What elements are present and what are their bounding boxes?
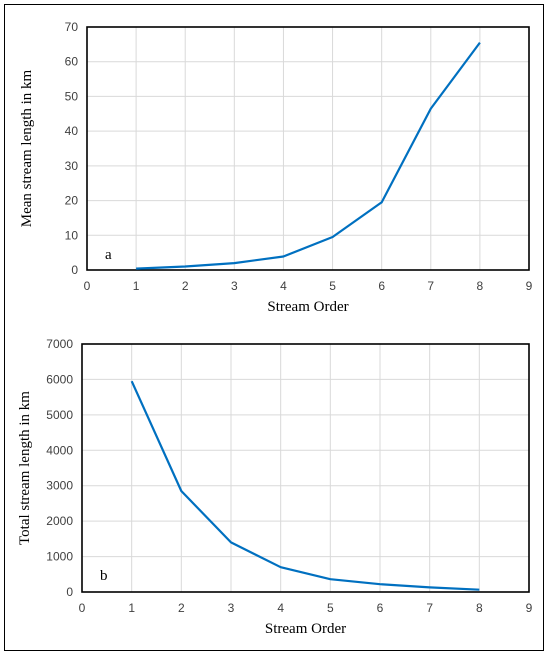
series-line (130, 380, 480, 591)
x-tick-label: 0 (84, 279, 91, 293)
x-tick-label: 5 (327, 601, 334, 615)
y-tick-label: 50 (65, 89, 79, 103)
y-tick-label: 10 (65, 228, 79, 242)
x-tick-label: 4 (280, 279, 287, 293)
y-tick-label: 4000 (46, 443, 73, 457)
chart-panel-b: 0 1 2 3 4 5 6 7 8 9 0 1000 2000 3000 4000 5000 6000 7000 b… (17, 337, 533, 637)
x-tick-label: 6 (377, 601, 384, 615)
x-tick-label: 0 (79, 601, 86, 615)
x-tick-label: 8 (477, 279, 484, 293)
x-axis-title: Stream Order (265, 621, 346, 637)
plot-area-frame (86, 26, 530, 271)
y-tick-label: 6000 (46, 372, 73, 386)
y-tick-label: 1000 (46, 550, 73, 564)
x-tick-label: 2 (178, 601, 185, 615)
x-tick-label: 7 (426, 601, 433, 615)
panel-label: b (100, 568, 108, 584)
x-tick-label: 7 (427, 279, 434, 293)
y-tick-label: 60 (65, 55, 79, 69)
x-tick-label: 6 (378, 279, 385, 293)
x-tick-label: 4 (277, 601, 284, 615)
y-tick-label: 3000 (46, 479, 73, 493)
y-tick-label: 30 (65, 159, 79, 173)
plot-area-frame (81, 343, 530, 593)
x-tick-label: 1 (133, 279, 140, 293)
x-tick-label: 1 (128, 601, 135, 615)
y-axis-title: Mean stream length in km (19, 69, 35, 227)
figure-frame: 0 1 2 3 4 5 6 7 8 9 0 10 20 30 40 50 60 70 a Stream Order Me… (4, 4, 544, 651)
y-axis-title: Total stream length in km (17, 391, 33, 545)
x-tick-label: 3 (231, 279, 238, 293)
chart-panel-a: 0 1 2 3 4 5 6 7 8 9 0 10 20 30 40 50 60 70 a Stream Order Me… (19, 20, 533, 315)
x-tick-label: 8 (476, 601, 483, 615)
x-tick-label: 2 (182, 279, 189, 293)
y-tick-label: 20 (65, 194, 79, 208)
x-tick-label: 9 (526, 601, 533, 615)
y-tick-label: 5000 (46, 408, 73, 422)
y-tick-label: 70 (65, 20, 79, 34)
x-tick-label: 3 (228, 601, 235, 615)
y-tick-label: 0 (66, 585, 73, 599)
y-tick-label: 7000 (46, 337, 73, 351)
panel-label: a (105, 247, 112, 263)
y-tick-label: 0 (71, 263, 78, 277)
x-tick-label: 9 (526, 279, 533, 293)
y-tick-label: 2000 (46, 514, 73, 528)
series-line (136, 41, 481, 270)
x-axis-title: Stream Order (267, 299, 348, 315)
x-tick-label: 5 (329, 279, 336, 293)
y-tick-label: 40 (65, 124, 79, 138)
